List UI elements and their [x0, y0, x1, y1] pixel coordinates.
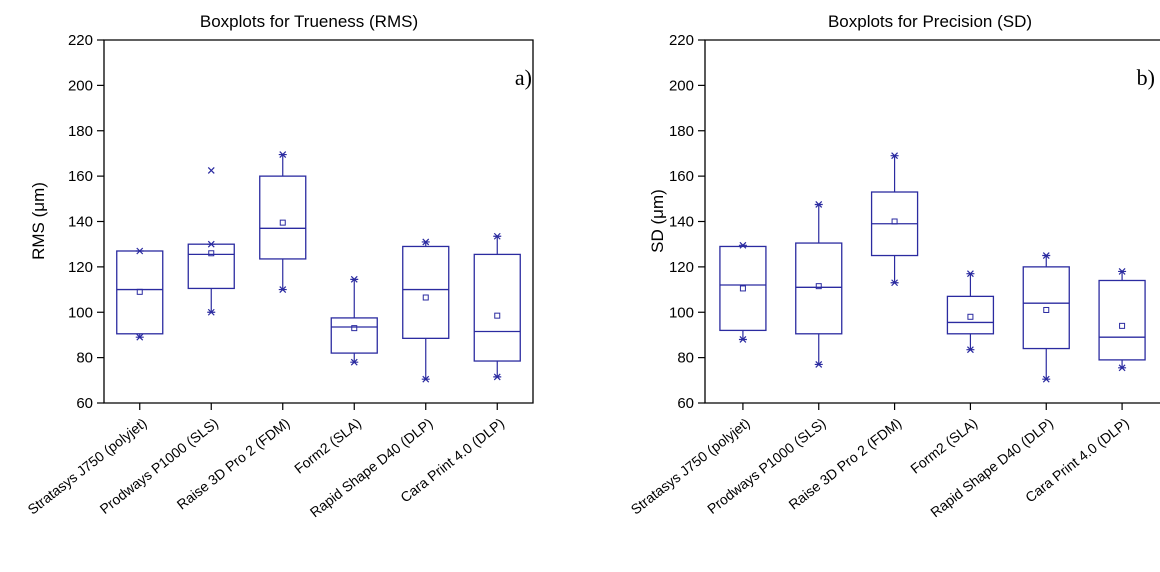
- y-tick-label: 180: [669, 123, 694, 140]
- x-tick-label: Form2 (SLA): [291, 415, 364, 477]
- x-tick-label: Prodways P1000 (SLS): [97, 415, 222, 517]
- mean-marker: [815, 283, 822, 290]
- extreme-marker: [966, 346, 975, 354]
- extreme-marker: [890, 279, 899, 287]
- y-tick-label: 80: [677, 350, 694, 367]
- mean-marker: [1119, 322, 1126, 329]
- extreme-marker: [350, 275, 359, 283]
- extreme-marker: [135, 247, 144, 255]
- mean-marker: [967, 313, 974, 320]
- box-2: [795, 201, 843, 368]
- extreme-marker: [890, 152, 899, 160]
- extreme-marker: [1042, 252, 1051, 259]
- x-tick-label: Rapid Shape D40 (DLP): [927, 415, 1056, 521]
- y-tick-label: 200: [669, 77, 694, 94]
- mean-marker: [208, 250, 215, 257]
- y-tick-label: 120: [669, 259, 694, 276]
- mean-marker: [279, 219, 286, 226]
- y-axis-label: SD (μm): [648, 189, 667, 253]
- extreme-marker: [207, 308, 216, 316]
- mean-marker: [136, 288, 143, 295]
- x-tick-label: Stratasys J750 (polyjet): [24, 415, 149, 518]
- y-tick-label: 160: [669, 168, 694, 185]
- extreme-marker: [814, 201, 823, 208]
- plot-frame: [103, 39, 534, 404]
- iqr-box: [795, 242, 843, 335]
- extreme-marker: [493, 373, 502, 381]
- box-4: [946, 270, 995, 354]
- y-tick-label: 60: [677, 395, 694, 412]
- extreme-marker: [738, 241, 747, 249]
- panel-label: a): [515, 65, 532, 90]
- box-5: [402, 238, 450, 383]
- y-tick-label: 120: [68, 259, 93, 276]
- mean-marker: [494, 312, 501, 319]
- box-6: [473, 232, 521, 381]
- chart-title: Boxplots for Precision (SD): [828, 12, 1032, 31]
- box-4: [330, 275, 378, 366]
- extreme-marker: [421, 375, 430, 383]
- outlier-marker: [207, 167, 215, 174]
- x-tick-label: Rapid Shape D40 (DLP): [307, 415, 436, 521]
- chart-title: Boxplots for Trueness (RMS): [200, 12, 418, 31]
- iqr-box: [259, 175, 307, 260]
- x-tick-label: Form2 (SLA): [907, 415, 980, 477]
- y-tick-label: 140: [68, 214, 93, 231]
- y-tick-label: 140: [669, 214, 694, 231]
- mean-marker: [739, 285, 746, 292]
- y-tick-label: 220: [669, 32, 694, 49]
- extreme-marker: [350, 358, 359, 366]
- plot-frame: [704, 39, 1160, 404]
- iqr-box: [719, 245, 767, 332]
- extreme-marker: [1042, 375, 1051, 383]
- y-tick-label: 200: [68, 77, 93, 94]
- x-tick-label: Stratasys J750 (polyjet): [628, 415, 753, 518]
- y-tick-label: 100: [669, 304, 694, 321]
- extreme-marker: [966, 270, 975, 278]
- y-tick-label: 180: [68, 123, 93, 140]
- mean-marker: [1043, 306, 1050, 313]
- extreme-marker: [421, 238, 430, 246]
- box-1: [719, 241, 767, 343]
- panel-label: b): [1137, 65, 1155, 90]
- extreme-marker: [493, 232, 502, 240]
- y-tick-label: 60: [76, 395, 93, 412]
- extreme-marker: [738, 336, 747, 343]
- box-6: [1098, 267, 1146, 372]
- mean-marker: [351, 325, 358, 332]
- iqr-box: [473, 253, 521, 362]
- iqr-box: [402, 245, 450, 339]
- box-2: [187, 167, 235, 316]
- y-axis-label: RMS (μm): [29, 182, 48, 260]
- y-tick-label: 80: [76, 350, 93, 367]
- y-tick-label: 100: [68, 304, 93, 321]
- extreme-marker: [278, 151, 287, 158]
- iqr-box: [946, 295, 995, 335]
- iqr-box: [116, 250, 164, 335]
- trueness-chart: Boxplots for Trueness (RMS) a) RMS (μm) …: [24, 12, 534, 521]
- iqr-box: [1022, 266, 1070, 350]
- box-3: [870, 152, 919, 287]
- extreme-marker: [1118, 267, 1127, 275]
- iqr-box: [330, 317, 378, 354]
- box-3: [259, 151, 307, 293]
- y-tick-label: 160: [68, 168, 93, 185]
- extreme-marker: [278, 286, 287, 293]
- iqr-box: [1098, 279, 1146, 361]
- extreme-marker: [814, 361, 823, 368]
- box-1: [116, 247, 164, 341]
- mean-marker: [891, 218, 898, 225]
- mean-marker: [422, 294, 429, 301]
- y-tick-label: 220: [68, 32, 93, 49]
- extreme-marker: [135, 333, 144, 341]
- extreme-marker: [1118, 364, 1127, 372]
- box-5: [1022, 252, 1070, 383]
- precision-chart: Boxplots for Precision (SD) b) SD (μm) 6…: [628, 12, 1160, 520]
- extreme-marker: [207, 240, 216, 248]
